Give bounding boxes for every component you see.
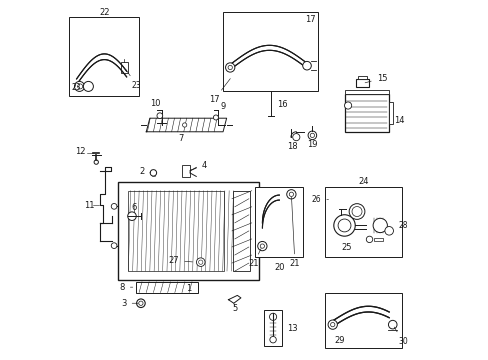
Bar xyxy=(182,165,189,177)
Circle shape xyxy=(78,84,82,89)
Text: 26: 26 xyxy=(311,195,328,204)
Circle shape xyxy=(227,65,232,69)
Text: 6: 6 xyxy=(131,203,136,212)
Text: 22: 22 xyxy=(99,8,109,17)
Bar xyxy=(324,187,401,257)
Circle shape xyxy=(213,115,218,120)
Circle shape xyxy=(150,170,156,176)
Bar xyxy=(357,76,366,79)
Circle shape xyxy=(198,260,203,264)
Circle shape xyxy=(196,258,204,266)
Circle shape xyxy=(351,207,361,216)
Circle shape xyxy=(182,123,186,127)
Text: 9: 9 xyxy=(220,102,225,111)
Bar xyxy=(264,310,282,346)
Circle shape xyxy=(83,81,93,91)
Circle shape xyxy=(111,243,117,248)
Text: 20: 20 xyxy=(273,263,284,272)
Text: 13: 13 xyxy=(287,324,297,333)
Polygon shape xyxy=(228,296,241,303)
Text: 15: 15 xyxy=(365,74,386,83)
Circle shape xyxy=(337,219,350,232)
Text: 1: 1 xyxy=(185,284,190,293)
Polygon shape xyxy=(146,118,226,132)
Circle shape xyxy=(327,320,337,329)
Bar xyxy=(344,94,388,132)
Circle shape xyxy=(127,212,136,220)
Circle shape xyxy=(286,190,295,199)
Circle shape xyxy=(372,218,386,233)
Text: 24: 24 xyxy=(357,177,368,186)
Circle shape xyxy=(269,313,276,320)
Circle shape xyxy=(111,203,117,209)
Circle shape xyxy=(330,323,334,327)
Circle shape xyxy=(288,192,293,197)
Text: 29: 29 xyxy=(333,336,344,345)
Circle shape xyxy=(344,102,351,109)
Text: 7: 7 xyxy=(178,134,183,143)
Bar xyxy=(388,102,393,124)
Circle shape xyxy=(74,81,84,91)
Circle shape xyxy=(309,133,314,138)
Circle shape xyxy=(269,337,276,343)
Text: 8: 8 xyxy=(119,283,133,292)
Circle shape xyxy=(136,299,145,307)
Text: 19: 19 xyxy=(306,140,317,149)
Text: 25: 25 xyxy=(340,243,351,252)
Circle shape xyxy=(139,301,143,305)
Bar xyxy=(135,282,198,293)
Bar xyxy=(128,191,224,271)
Text: 11: 11 xyxy=(83,201,94,210)
Circle shape xyxy=(387,320,396,329)
Bar xyxy=(255,187,303,257)
Text: 30: 30 xyxy=(393,327,407,346)
Text: 17: 17 xyxy=(305,15,315,24)
Circle shape xyxy=(257,242,266,251)
Circle shape xyxy=(366,236,372,243)
Circle shape xyxy=(94,160,98,164)
Text: 5: 5 xyxy=(232,304,237,313)
Text: 10: 10 xyxy=(150,99,160,108)
Text: 16: 16 xyxy=(276,100,286,109)
Text: 14: 14 xyxy=(394,116,404,125)
Circle shape xyxy=(307,131,316,140)
Bar xyxy=(69,18,139,96)
Bar xyxy=(324,293,401,348)
Text: 12: 12 xyxy=(75,147,85,156)
Text: 23: 23 xyxy=(126,70,142,90)
Text: 21: 21 xyxy=(289,197,300,269)
Text: 17: 17 xyxy=(208,78,230,104)
Bar xyxy=(233,191,250,271)
Text: 3: 3 xyxy=(121,299,138,308)
Circle shape xyxy=(333,215,354,236)
Circle shape xyxy=(157,113,163,118)
Circle shape xyxy=(292,134,299,141)
Circle shape xyxy=(302,62,311,70)
Bar xyxy=(121,62,127,73)
Text: 28: 28 xyxy=(397,221,407,230)
Text: 21: 21 xyxy=(248,248,261,269)
Bar xyxy=(355,79,368,87)
Text: 2: 2 xyxy=(139,167,150,176)
Text: 27: 27 xyxy=(168,256,192,265)
Bar xyxy=(373,238,382,241)
Circle shape xyxy=(384,226,393,235)
Bar xyxy=(118,182,258,280)
Text: 23: 23 xyxy=(72,83,81,92)
Bar xyxy=(223,12,317,91)
Text: 18: 18 xyxy=(287,141,297,150)
Circle shape xyxy=(260,244,264,248)
Text: 4: 4 xyxy=(190,161,206,170)
Circle shape xyxy=(225,63,234,72)
Bar xyxy=(344,90,388,94)
Circle shape xyxy=(348,204,364,219)
